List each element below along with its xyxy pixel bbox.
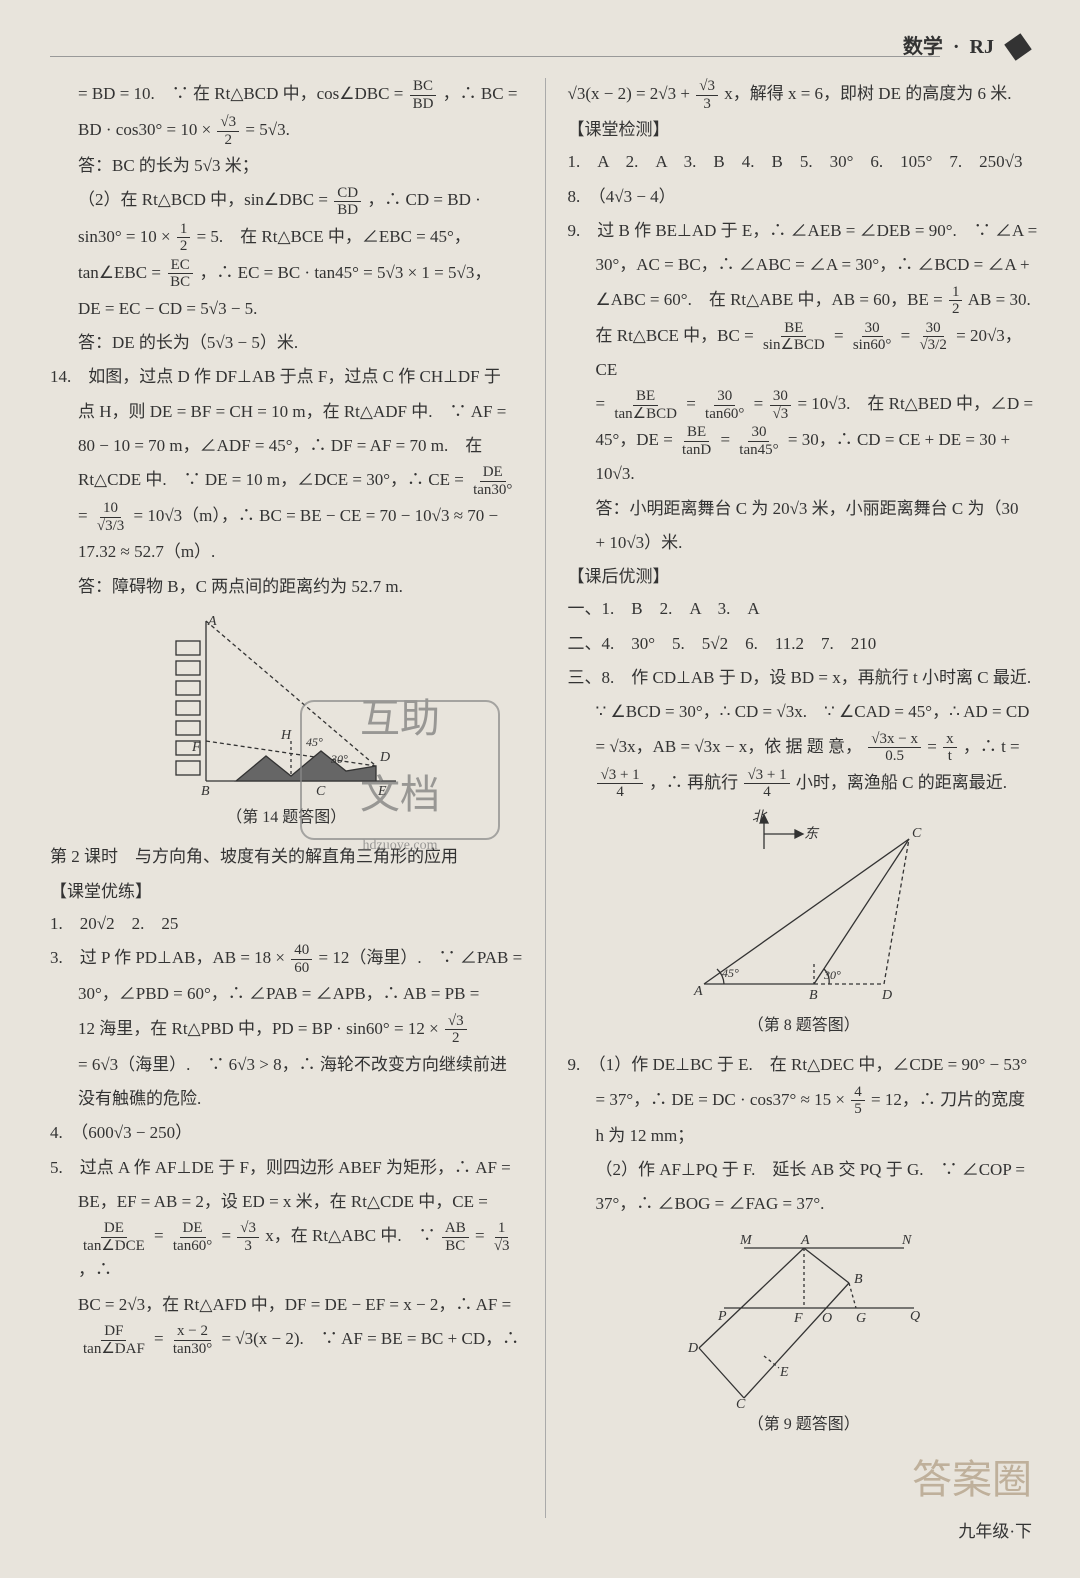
figure-8: 北 东 A B C D 45° 30° （第 8 题答图）	[567, 809, 1040, 1041]
svg-text:东: 东	[804, 826, 820, 842]
svg-text:B: B	[201, 784, 210, 799]
text-line: √3 + 14 ，∴ 再航行 √3 + 14 小时，离渔船 C 的距离最近.	[567, 767, 1040, 801]
svg-text:30°: 30°	[330, 752, 348, 766]
text-line: = 6√3（海里）. ∵ 6√3 > 8，∴ 海轮不改变方向继续前进	[50, 1049, 523, 1081]
text-line: 80 − 10 = 70 m，∠ADF = 45°，∴ DF = AF = 70…	[50, 430, 523, 462]
figure-9: M A N P F O G Q B D E C （第 9 题答图）	[567, 1228, 1040, 1440]
svg-text:B: B	[809, 988, 818, 1003]
text-line: = 37°，∴ DE = DC · cos37° ≈ 15 × 45 = 12，…	[567, 1084, 1040, 1118]
svg-text:N: N	[901, 1233, 912, 1248]
edition-label: RJ	[970, 28, 994, 66]
text-line: 答：BC 的长为 5√3 米；	[50, 150, 523, 182]
subject-label: 数学	[903, 28, 943, 66]
figure-9-label: （第 9 题答图）	[567, 1410, 1040, 1440]
svg-text:C: C	[912, 826, 922, 841]
svg-text:F: F	[191, 740, 201, 755]
text-line: tan∠EBC = ECBC ，∴ EC = BC · tan45° = 5√3…	[50, 257, 523, 291]
text-line: 在 Rt△BCE 中，BC = BEsin∠BCD = 30sin60° = 3…	[567, 320, 1040, 386]
page-header: 数学 · RJ	[903, 28, 1032, 66]
svg-text:45°: 45°	[722, 966, 739, 980]
text-line: BC = 2√3，在 Rt△AFD 中，DF = DE − EF = x − 2…	[50, 1289, 523, 1321]
text-line: = BEtan∠BCD = 30tan60° = 30√3 = 10√3. 在 …	[567, 388, 1040, 422]
text-line: BE，EF = AB = 2，设 ED = x 米，在 Rt△CDE 中，CE …	[50, 1186, 523, 1218]
section-1-answers: 一、1. B 2. A 3. A	[567, 593, 1040, 625]
section-3-q8: 三、8. 作 CD⊥AB 于 D，设 BD = x，再航行 t 小时离 C 最近…	[567, 662, 1040, 694]
svg-text:E: E	[377, 784, 387, 799]
answers-1-2: 1. 20√2 2. 25	[50, 908, 523, 940]
text-line: 30°，AC = BC，∴ ∠ABC = ∠A = 30°，∴ ∠BCD = ∠…	[567, 249, 1040, 281]
logo-icon	[1002, 31, 1034, 63]
svg-text:B: B	[854, 1272, 863, 1287]
text-line: 12 海里，在 Rt△PBD 中，PD = BP · sin60° = 12 ×…	[50, 1013, 523, 1047]
svg-text:G: G	[856, 1311, 866, 1326]
ktyl-heading: 【课堂优练】	[50, 876, 523, 908]
text-line: 答：障碍物 B，C 两点间的距离约为 52.7 m.	[50, 571, 523, 603]
svg-text:30°: 30°	[823, 968, 841, 982]
text-line: 45°，DE = BEtanD = 30tan45° = 30，∴ CD = C…	[567, 424, 1040, 490]
text-line: 答：DE 的长为（5√3 − 5）米.	[50, 327, 523, 359]
answer-8: 8. （4√3 − 4）	[567, 181, 1040, 213]
svg-text:北: 北	[752, 809, 768, 825]
text-line: BD · cos30° = 10 × √32 = 5√3.	[50, 114, 523, 148]
svg-text:D: D	[881, 988, 892, 1003]
figure-14: A F H D B C E 45° 30° （第 14 题答图）	[50, 611, 523, 833]
khyc-heading: 【课后优测】	[567, 561, 1040, 593]
svg-text:A: A	[800, 1233, 810, 1248]
text-line: DE = EC − CD = 5√3 − 5.	[50, 293, 523, 325]
figure-14-label: （第 14 题答图）	[50, 803, 523, 833]
text-line: = BD = 10. ∵ 在 Rt△BCD 中，cos∠DBC = BCBD ，…	[50, 78, 523, 112]
answers-1-7: 1. A 2. A 3. B 4. B 5. 30° 6. 105° 7. 25…	[567, 146, 1040, 178]
text-line: = √3x，AB = √3x − x，依 据 题 意， √3x − x0.5 =…	[567, 731, 1040, 765]
svg-text:D: D	[379, 750, 390, 765]
svg-text:H: H	[280, 728, 292, 743]
svg-text:D: D	[687, 1341, 698, 1356]
question-3: 3. 过 P 作 PD⊥AB，AB = 18 × 4060 = 12（海里）. …	[50, 942, 523, 976]
svg-text:O: O	[822, 1311, 832, 1326]
page-footer: 九年级·下	[958, 1516, 1032, 1548]
ktjc-heading: 【课堂检测】	[567, 114, 1040, 146]
svg-text:A: A	[693, 984, 703, 999]
text-line: ∠ABC = 60°. 在 Rt△ABE 中，AB = 60，BE = 12 A…	[567, 284, 1040, 318]
question-9: 9. 过 B 作 BE⊥AD 于 E，∴ ∠AEB = ∠DEB = 90°. …	[567, 215, 1040, 247]
text-line: 答：小明距离舞台 C 为 20√3 米，小丽距离舞台 C 为（30	[567, 493, 1040, 525]
svg-text:E: E	[779, 1365, 789, 1380]
figure-8-label: （第 8 题答图）	[567, 1011, 1040, 1041]
svg-text:A: A	[207, 614, 217, 629]
left-column: = BD = 10. ∵ 在 Rt△BCD 中，cos∠DBC = BCBD ，…	[50, 78, 523, 1518]
svg-text:F: F	[793, 1311, 803, 1326]
svg-text:M: M	[739, 1233, 753, 1248]
text-line: ∵ ∠BCD = 30°，∴ CD = √3x. ∵ ∠CAD = 45°，∴ …	[567, 696, 1040, 728]
column-divider	[545, 78, 546, 1518]
text-line: = 10√3/3 = 10√3（m），∴ BC = BE − CE = 70 −…	[50, 500, 523, 534]
lesson-2-title: 第 2 课时 与方向角、坡度有关的解直角三角形的应用	[50, 841, 523, 873]
svg-text:C: C	[316, 784, 326, 799]
text-line: 17.32 ≈ 52.7（m）.	[50, 536, 523, 568]
text-line: sin30° = 10 × 12 = 5. 在 Rt△BCE 中，∠EBC = …	[50, 221, 523, 255]
section-2-answers: 二、4. 30° 5. 5√2 6. 11.2 7. 210	[567, 628, 1040, 660]
text-line: DFtan∠DAF = x − 2tan30° = √3(x − 2). ∵ A…	[50, 1323, 523, 1357]
svg-text:45°: 45°	[306, 735, 323, 749]
svg-text:Q: Q	[910, 1309, 920, 1324]
text-line: 30°，∠PBD = 60°，∴ ∠PAB = ∠APB，∴ AB = PB =	[50, 978, 523, 1010]
text-line: 37°，∴ ∠BOG = ∠FAG = 37°.	[567, 1188, 1040, 1220]
text-line: h 为 12 mm；	[567, 1120, 1040, 1152]
text-line: √3(x − 2) = 2√3 + √33 x，解得 x = 6，即树 DE 的…	[567, 78, 1040, 112]
text-line: Rt△CDE 中. ∵ DE = 10 m，∠DCE = 30°，∴ CE = …	[50, 464, 523, 498]
svg-text:C: C	[736, 1397, 746, 1408]
text-line: （2）在 Rt△BCD 中，sin∠DBC = CDBD ，∴ CD = BD …	[50, 184, 523, 218]
question-14: 14. 如图，过点 D 作 DF⊥AB 于点 F，过点 C 作 CH⊥DF 于	[50, 361, 523, 393]
question-9-part2: （2）作 AF⊥PQ 于 F. 延长 AB 交 PQ 于 G. ∵ ∠COP =	[567, 1154, 1040, 1186]
svg-text:P: P	[717, 1309, 727, 1324]
text-line: + 10√3）米.	[567, 527, 1040, 559]
text-line: DEtan∠DCE = DEtan60° = √33 x，在 Rt△ABC 中.…	[50, 1220, 523, 1286]
right-column: √3(x − 2) = 2√3 + √33 x，解得 x = 6，即树 DE 的…	[567, 78, 1040, 1518]
question-9-part1: 9. （1）作 DE⊥BC 于 E. 在 Rt△DEC 中，∠CDE = 90°…	[567, 1049, 1040, 1081]
answer-4: 4. （600√3 − 250）	[50, 1117, 523, 1149]
header-rule	[50, 56, 940, 57]
two-column-layout: = BD = 10. ∵ 在 Rt△BCD 中，cos∠DBC = BCBD ，…	[50, 78, 1040, 1518]
text-line: 点 H，则 DE = BF = CH = 10 m，在 Rt△ADF 中. ∵ …	[50, 396, 523, 428]
text-line: 没有触礁的危险.	[50, 1083, 523, 1115]
question-5: 5. 过点 A 作 AF⊥DE 于 F，则四边形 ABEF 为矩形，∴ AF =	[50, 1152, 523, 1184]
